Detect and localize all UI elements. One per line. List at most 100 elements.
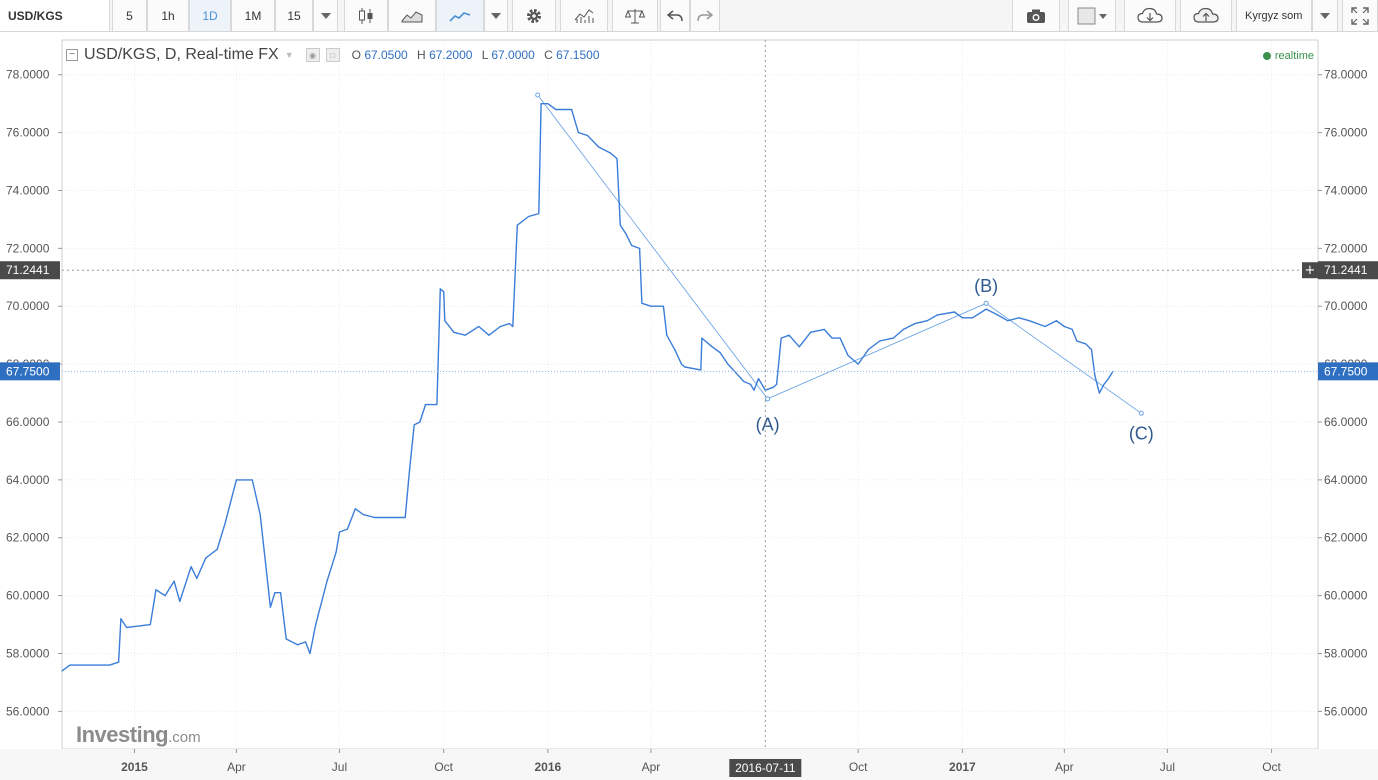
price-point: [867, 349, 869, 351]
y-tick-label-right: 70.0000: [1324, 299, 1368, 313]
settings-button[interactable]: [512, 0, 556, 31]
symbol-input[interactable]: USD/KGS: [0, 0, 110, 31]
trend-line-handle[interactable]: [535, 92, 541, 98]
price-point: [540, 103, 542, 105]
price-point: [464, 334, 466, 336]
price-point: [798, 346, 800, 348]
cloud-upload-icon: [1193, 7, 1219, 23]
price-point: [823, 328, 825, 330]
currency-dropdown-button[interactable]: [1312, 0, 1338, 31]
ohlc-values: O 67.0500 H 67.2000 L 67.0000 C 67.1500: [352, 48, 606, 62]
last-price-label-right-bg: [1318, 362, 1378, 381]
color-picker-button[interactable]: [1068, 0, 1116, 31]
y-tick-label-left: 74.0000: [6, 183, 50, 197]
x-tick-label: Oct: [849, 760, 868, 774]
indicators-button[interactable]: [560, 0, 608, 31]
price-point: [680, 363, 683, 365]
wave-label[interactable]: (C): [1129, 423, 1154, 443]
price-point: [1090, 349, 1093, 351]
price-point: [439, 288, 441, 290]
price-point: [395, 516, 397, 519]
wave-label[interactable]: (B): [974, 276, 998, 296]
crosshair-date-label-bg: [729, 759, 802, 777]
y-tick-label-right: 60.0000: [1324, 589, 1368, 603]
wave-trend-line[interactable]: [985, 302, 1142, 414]
price-point: [547, 103, 549, 105]
area-style-button[interactable]: [388, 0, 436, 31]
x-tick-label: Oct: [434, 760, 453, 774]
price-point: [69, 664, 71, 666]
price-chart[interactable]: 78.000076.000074.000072.000070.000068.00…: [0, 32, 1378, 780]
price-point: [235, 479, 238, 481]
crosshair-price-label-left-bg: [0, 261, 60, 280]
x-tick-label: Jul: [1160, 760, 1175, 774]
y-tick-label-left: 64.0000: [6, 473, 50, 487]
price-point: [269, 606, 271, 608]
style-dropdown-button[interactable]: [484, 0, 508, 31]
wave-label[interactable]: (A): [756, 415, 780, 435]
compare-icon: [625, 8, 645, 23]
price-point: [936, 314, 939, 316]
trend-line-handle[interactable]: [765, 396, 771, 402]
price-point: [196, 577, 198, 579]
x-tick-label: 2017: [949, 760, 976, 774]
chart-legend: − USD/KGS, D, Real-time FX ▼ ◉ □ O 67.05…: [66, 46, 606, 64]
line-style-button[interactable]: [436, 0, 484, 31]
price-point: [315, 623, 317, 626]
settings-small-icon[interactable]: □: [325, 48, 340, 62]
chevron-down-icon: [1320, 12, 1330, 19]
wave-trend-line[interactable]: [537, 94, 768, 400]
interval-15-button[interactable]: 15: [275, 0, 313, 31]
price-point: [879, 340, 881, 342]
chevron-down-icon[interactable]: ▼: [284, 50, 294, 60]
price-point: [619, 224, 621, 226]
interval-1d-button[interactable]: 1D: [189, 0, 231, 31]
y-tick-label-right: 72.0000: [1324, 241, 1368, 255]
price-point: [216, 548, 218, 550]
trend-line-handle[interactable]: [983, 300, 989, 306]
collapse-legend-button[interactable]: −: [66, 49, 78, 61]
price-point: [279, 592, 282, 594]
redo-button[interactable]: [690, 0, 720, 31]
y-tick-label-left: 70.0000: [6, 299, 50, 313]
interval-1h-button[interactable]: 1h: [147, 0, 189, 31]
fullscreen-button[interactable]: [1342, 0, 1378, 31]
interval-dropdown-button[interactable]: [313, 0, 338, 31]
price-point: [735, 372, 737, 374]
price-point: [650, 305, 652, 307]
interval-5-button[interactable]: 5: [112, 0, 147, 31]
crosshair-plus-button[interactable]: [1302, 262, 1318, 279]
price-point: [1071, 328, 1073, 330]
price-point: [354, 508, 356, 510]
wave-annotations[interactable]: (A) (B) (C): [535, 92, 1154, 443]
undo-button[interactable]: [660, 0, 690, 31]
snapshot-button[interactable]: [1012, 0, 1060, 31]
chart-frame: [0, 39, 1378, 780]
eye-icon[interactable]: ◉: [305, 48, 320, 62]
fullscreen-icon: [1351, 6, 1369, 25]
last-price-label-left-bg: [0, 362, 60, 381]
wave-trend-line[interactable]: [767, 302, 987, 400]
trend-line-handle[interactable]: [1138, 410, 1144, 416]
chart-container[interactable]: 78.000076.000074.000072.000070.000068.00…: [0, 32, 1378, 780]
price-point: [757, 377, 760, 380]
save-chart-button[interactable]: [1180, 0, 1232, 31]
price-point: [125, 626, 128, 629]
compare-button[interactable]: [612, 0, 658, 31]
price-point: [512, 325, 514, 328]
price-point: [409, 467, 411, 469]
load-chart-button[interactable]: [1124, 0, 1176, 31]
price-point: [586, 134, 589, 137]
price-point: [335, 551, 337, 553]
candles-style-button[interactable]: [344, 0, 388, 31]
price-point: [528, 215, 530, 218]
undo-icon: [667, 9, 683, 21]
interval-1m-button[interactable]: 1M: [231, 0, 275, 31]
x-tick-label: 2015: [121, 760, 148, 774]
price-point: [753, 389, 755, 391]
price-point: [1055, 320, 1057, 322]
plus-icon: +: [1305, 263, 1316, 278]
price-point: [1007, 320, 1009, 322]
price-point: [727, 363, 729, 365]
price-point: [996, 314, 999, 316]
